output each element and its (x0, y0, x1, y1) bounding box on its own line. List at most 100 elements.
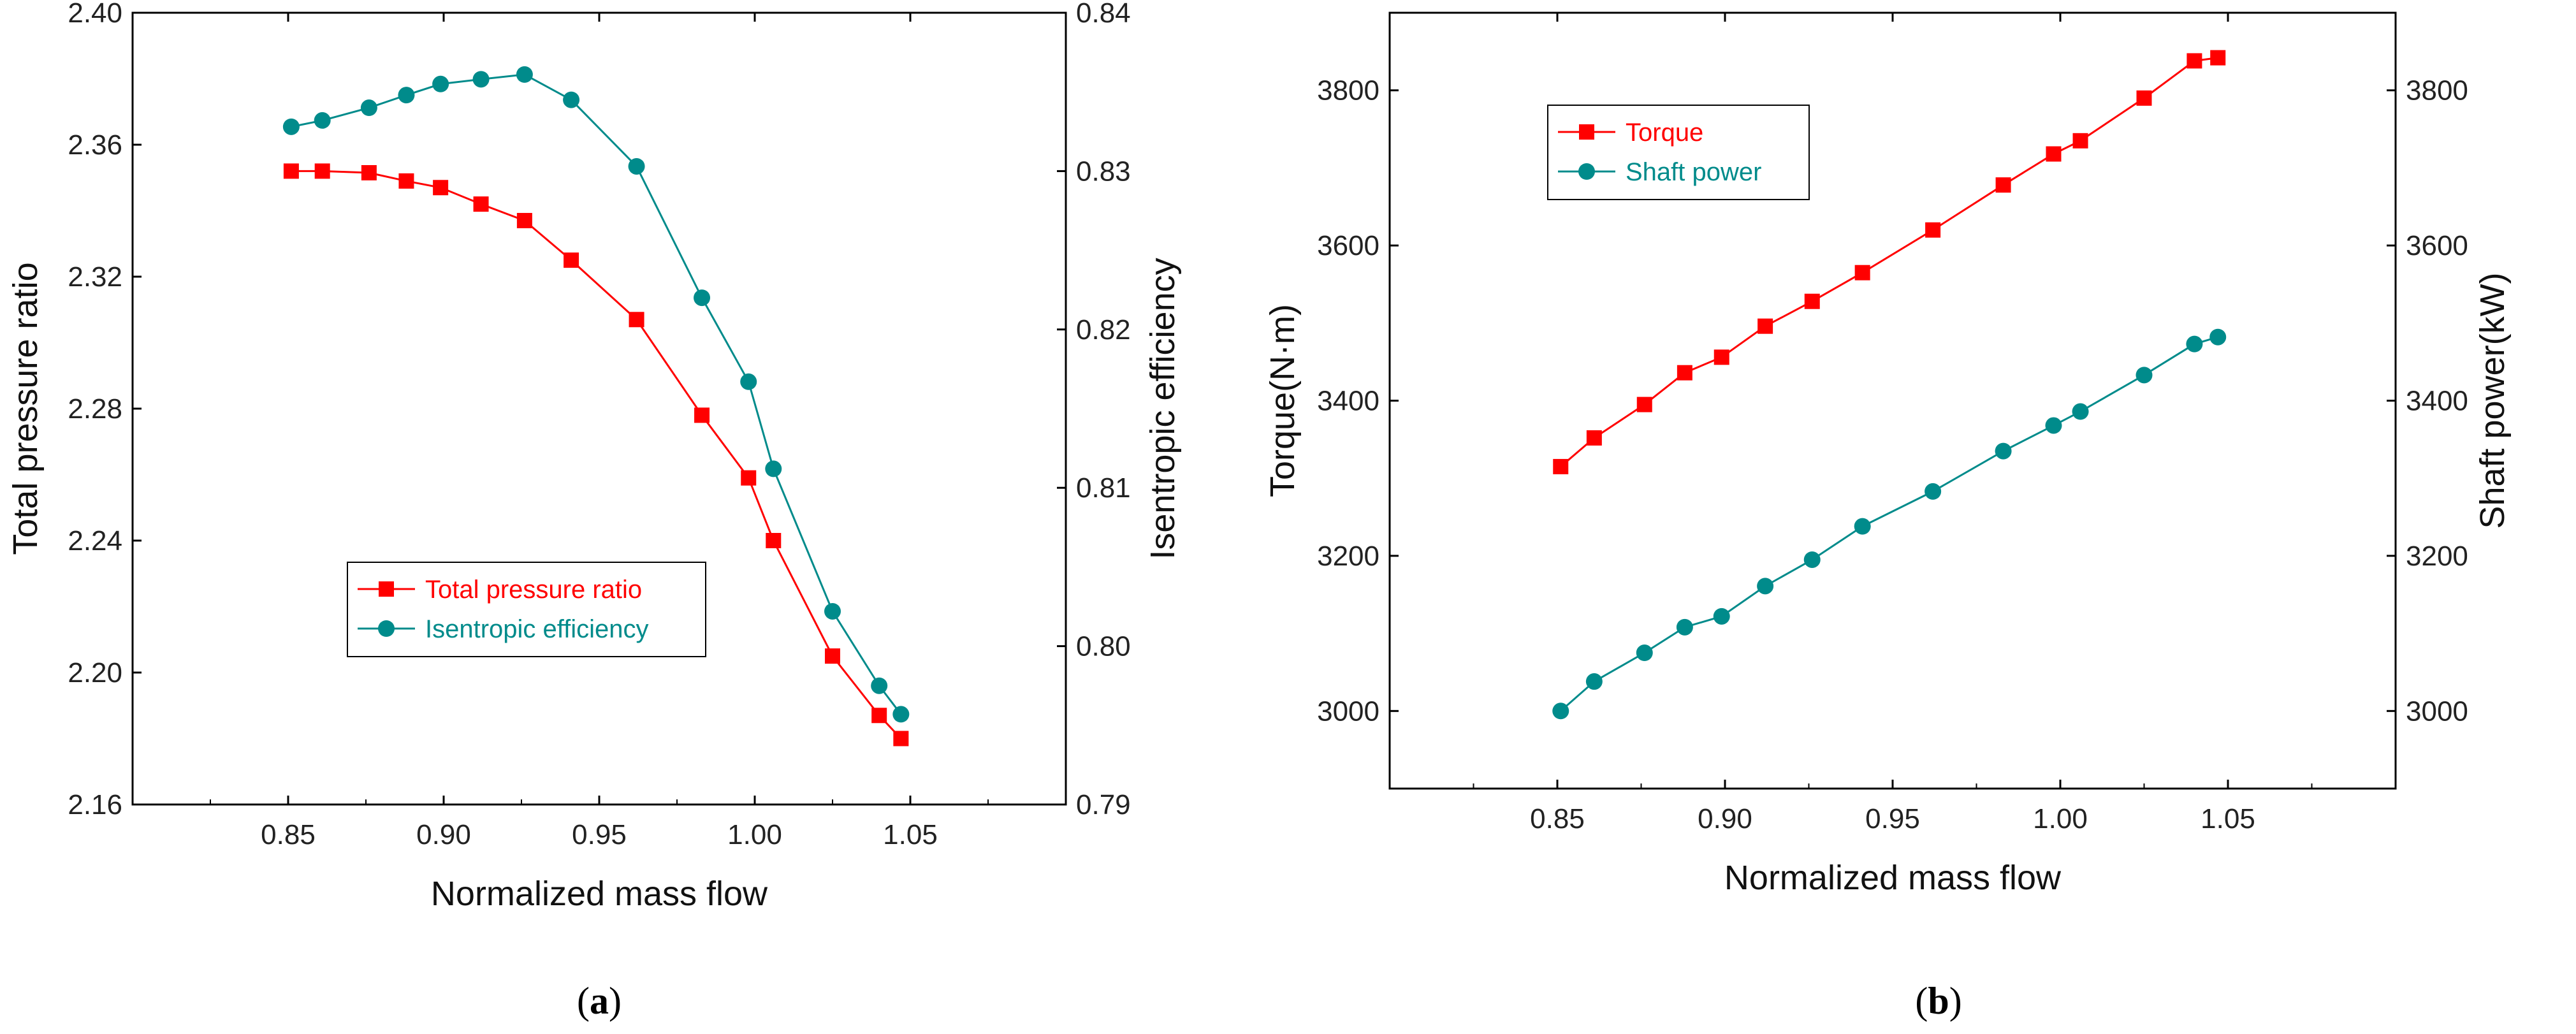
data-point (1552, 703, 1569, 720)
data-point (1854, 265, 1870, 280)
data-point (1757, 578, 1774, 595)
data-point (628, 157, 645, 175)
data-point (2046, 146, 2062, 162)
y-right-axis-label: Shaft power(kW) (2473, 272, 2512, 528)
data-point (564, 252, 579, 268)
data-point (1925, 483, 1942, 500)
data-point (516, 66, 533, 83)
x-axis-label: Normalized mass flow (1724, 859, 2062, 897)
data-point (2187, 53, 2202, 69)
legend-box (1547, 105, 1810, 200)
data-point (824, 602, 841, 620)
y-right-tick-label: 3600 (2406, 230, 2468, 261)
data-point (1636, 644, 1653, 662)
legend-label: Torque (1626, 119, 1703, 147)
data-point (2209, 328, 2227, 346)
panel-caption: (b) (1915, 980, 1961, 1022)
legend-marker (1579, 124, 1594, 140)
data-point (2045, 417, 2062, 434)
y-left-tick-label: 2.36 (68, 129, 122, 161)
legend-label: Total pressure ratio (425, 576, 642, 604)
plot-frame (131, 11, 1067, 806)
y-left-tick-label: 3200 (1317, 541, 1379, 572)
y-left-tick-label: 2.40 (68, 0, 122, 29)
x-tick-label: 1.00 (727, 819, 782, 850)
x-axis-label: Normalized mass flow (431, 875, 768, 913)
plot-frame (1388, 11, 2397, 790)
legend-marker (378, 620, 395, 637)
panel-caption: (a) (577, 980, 622, 1022)
data-point (398, 87, 415, 104)
legend-box (347, 562, 706, 657)
y-right-tick-label: 3000 (2406, 695, 2468, 727)
data-point (360, 99, 377, 117)
data-point (694, 407, 710, 423)
data-point (871, 708, 887, 724)
data-point (694, 289, 711, 307)
data-point (1995, 177, 2011, 193)
y-right-tick-label: 0.82 (1076, 314, 1131, 346)
data-point (1636, 397, 1652, 412)
legend: Torque Shaft power (1547, 105, 1810, 200)
data-point (825, 648, 840, 664)
y-left-tick-label: 3000 (1317, 695, 1379, 727)
data-point (314, 163, 330, 179)
data-point (629, 312, 644, 328)
data-point (361, 164, 377, 180)
y-left-axis-label: Torque(N·m) (1263, 304, 1302, 497)
chart-panel-a: 0.85 0.90 0.95 1.00 1.05 2.16 2.20 2.24 2.28 2.32… (6, 0, 1182, 1022)
data-point (2136, 367, 2153, 384)
data-point (740, 373, 757, 390)
data-point (563, 91, 580, 108)
data-point (1804, 293, 1820, 309)
x-tick-label: 0.85 (1530, 803, 1585, 834)
y-left-tick-label: 2.24 (68, 525, 122, 557)
y-right-tick-label: 0.83 (1076, 156, 1131, 187)
y-left-axis-label: Total pressure ratio (6, 262, 45, 555)
x-tick-label: 0.85 (261, 819, 316, 850)
y-left-tick-label: 3400 (1317, 386, 1379, 417)
x-tick-label: 1.05 (883, 819, 938, 850)
data-point (398, 173, 414, 189)
y-left-tick-label: 3800 (1317, 75, 1379, 106)
y-left-tick-label: 2.32 (68, 261, 122, 293)
y-right-tick-label: 3800 (2406, 75, 2468, 106)
caption-close-paren: ) (1949, 980, 1962, 1022)
data-point (1677, 365, 1692, 381)
data-point (314, 112, 331, 129)
legend-marker (1578, 163, 1595, 180)
data-point (2072, 403, 2089, 420)
caption-letter: a (590, 980, 609, 1022)
data-point (1714, 349, 1729, 365)
y-right-tick-label: 0.84 (1076, 0, 1131, 29)
caption-letter: b (1928, 980, 1949, 1022)
data-point (282, 118, 300, 135)
data-point (516, 213, 532, 229)
x-tick-label: 0.90 (1698, 803, 1752, 834)
caption-close-paren: ) (609, 980, 622, 1022)
y-right-tick-label: 3200 (2406, 541, 2468, 572)
data-point (283, 163, 299, 179)
y-right-tick-label: 0.79 (1076, 789, 1131, 820)
data-point (2136, 90, 2152, 106)
data-point (741, 470, 757, 486)
data-point (1757, 318, 1773, 334)
chart-panel-b: 0.85 0.90 0.95 1.00 1.05 3000 3200 3400 3600 3800… (1263, 11, 2512, 1022)
data-point (766, 533, 782, 548)
y-right-tick-label: 0.80 (1076, 631, 1131, 662)
data-point (473, 196, 489, 212)
data-point (765, 460, 782, 477)
data-point (1586, 430, 1602, 446)
caption-open-paren: ( (577, 980, 590, 1022)
y-left-tick-label: 3600 (1317, 230, 1379, 261)
data-point (1803, 551, 1821, 568)
y-left-tick-label: 2.20 (68, 657, 122, 688)
legend-marker (379, 581, 394, 597)
data-point (892, 706, 910, 723)
x-tick-label: 1.05 (2201, 803, 2255, 834)
legend-label: Shaft power (1626, 158, 1761, 186)
y-left-tick-label: 2.28 (68, 393, 122, 425)
data-point (893, 731, 909, 746)
legend-label: Isentropic efficiency (425, 615, 649, 643)
